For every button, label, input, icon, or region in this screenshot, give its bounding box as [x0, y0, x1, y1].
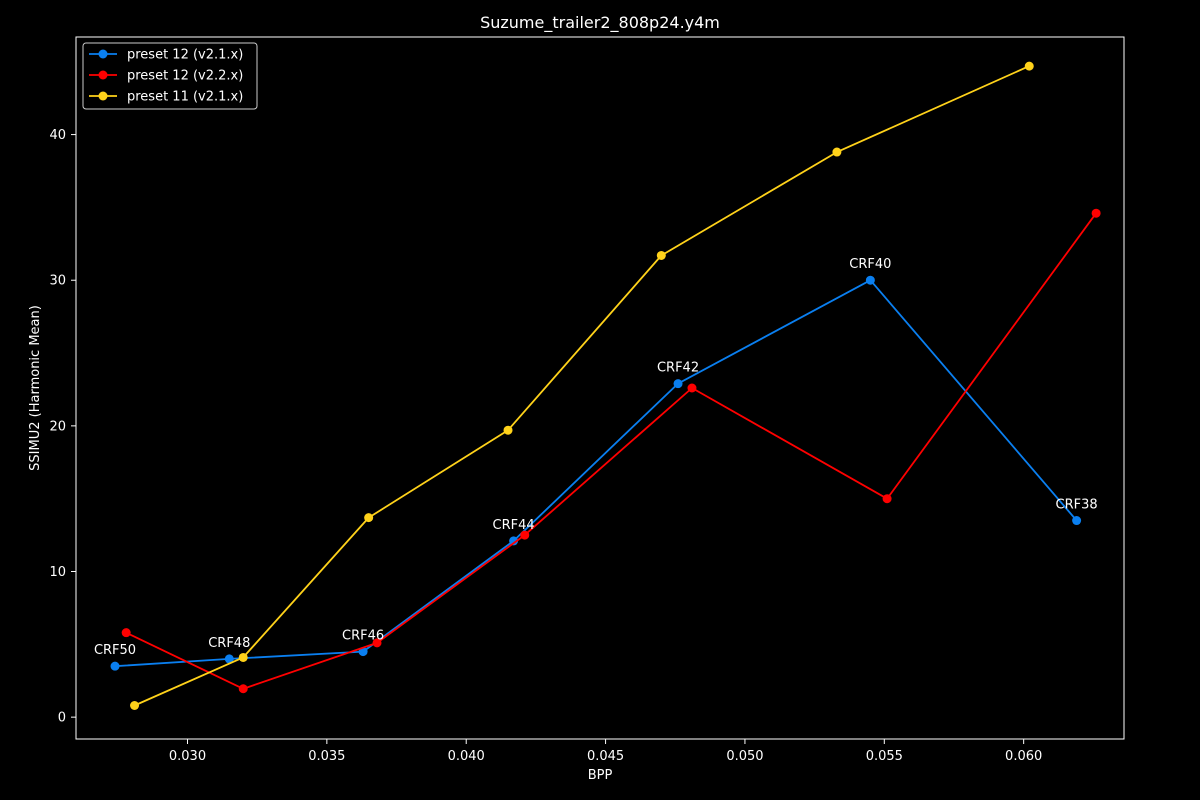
data-point	[121, 628, 131, 638]
data-point	[1024, 61, 1034, 71]
data-point	[130, 701, 140, 711]
data-point	[1072, 516, 1082, 526]
data-point	[832, 147, 842, 157]
data-point	[238, 652, 248, 662]
legend-label: preset 11 (v2.1.x)	[127, 90, 243, 105]
x-tick-label: 0.030	[169, 749, 206, 764]
x-tick-label: 0.050	[726, 749, 763, 764]
crf-annotation: CRF40	[849, 257, 891, 272]
x-tick-label: 0.035	[308, 749, 345, 764]
legend-label: preset 12 (v2.2.x)	[127, 69, 243, 84]
x-axis-label: BPP	[588, 768, 613, 783]
legend-entry: preset 12 (v2.2.x)	[89, 69, 243, 84]
data-point	[224, 654, 234, 664]
y-tick-label: 30	[49, 274, 66, 289]
data-point	[1091, 208, 1101, 218]
y-tick-label: 10	[49, 565, 66, 580]
y-tick-label: 0	[58, 711, 66, 726]
data-point	[372, 638, 382, 648]
x-tick-label: 0.060	[1005, 749, 1042, 764]
y-tick-label: 40	[49, 128, 66, 143]
legend-marker	[98, 49, 108, 59]
crf-annotation: CRF38	[1056, 498, 1098, 513]
data-point	[882, 494, 892, 504]
annotations: CRF50 CRF48 CRF46 CRF44 CRF42 CRF40 CRF38	[94, 257, 1098, 658]
series-layer	[110, 61, 1101, 711]
legend: preset 12 (v2.1.x) preset 12 (v2.2.x) pres…	[82, 42, 258, 110]
x-axis: 0.030 0.035 0.040 0.045 0.050 0.055 0.060	[169, 739, 1042, 764]
y-axis: 0 10 20 30 40	[49, 128, 76, 726]
chart-title: Suzume_trailer2_808p24.y4m	[480, 13, 720, 33]
crf-annotation: CRF50	[94, 643, 136, 658]
legend-label: preset 12 (v2.1.x)	[127, 48, 243, 63]
data-point	[673, 379, 683, 389]
crf-annotation: CRF46	[342, 629, 384, 644]
data-point	[238, 684, 248, 694]
data-point	[364, 513, 374, 523]
x-tick-label: 0.055	[866, 749, 903, 764]
legend-box	[82, 42, 258, 110]
legend-entry: preset 12 (v2.1.x)	[89, 48, 243, 63]
data-point	[509, 536, 519, 546]
series-3	[130, 61, 1034, 711]
data-point	[687, 383, 697, 393]
series-2	[121, 208, 1101, 694]
crf-annotation: CRF42	[657, 361, 699, 376]
legend-entry: preset 11 (v2.1.x)	[89, 90, 243, 105]
data-point	[520, 530, 530, 540]
data-point	[503, 425, 513, 435]
x-tick-label: 0.040	[448, 749, 485, 764]
crf-annotation: CRF48	[208, 636, 250, 651]
data-point	[110, 661, 120, 671]
legend-marker	[98, 70, 108, 80]
plot-area	[75, 36, 1125, 740]
x-tick-label: 0.045	[587, 749, 624, 764]
crf-annotation: CRF44	[493, 518, 535, 533]
series-1	[110, 275, 1082, 671]
legend-marker	[98, 91, 108, 101]
y-axis-label: SSIMU2 (Harmonic Mean)	[28, 305, 43, 471]
y-tick-label: 20	[49, 419, 66, 434]
data-point	[865, 275, 875, 285]
data-point	[656, 250, 666, 260]
